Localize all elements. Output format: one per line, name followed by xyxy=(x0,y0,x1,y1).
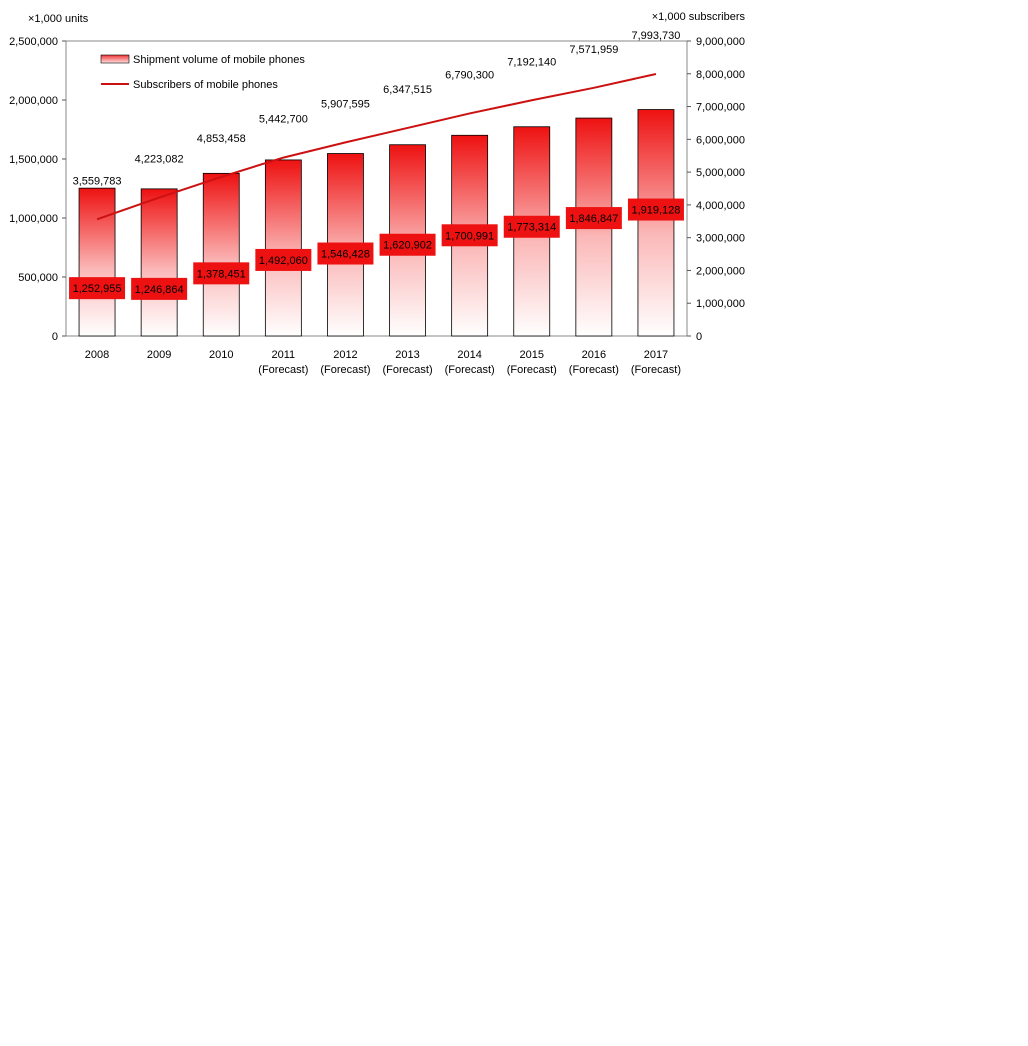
line-data-label: 6,347,515 xyxy=(383,84,432,96)
line-data-label: 4,853,458 xyxy=(197,133,246,145)
x-tick-label: 2016 xyxy=(582,349,606,361)
bar-data-label: 1,700,991 xyxy=(445,230,494,242)
bar-data-label: 1,546,428 xyxy=(321,249,370,261)
bar-data-label-box xyxy=(193,262,250,285)
bar xyxy=(140,188,178,337)
bar-data-label: 1,620,902 xyxy=(383,240,432,252)
bar-data-label-box xyxy=(69,277,126,300)
bar-data-label: 1,919,128 xyxy=(631,205,680,217)
bar-data-label: 1,846,847 xyxy=(569,213,618,225)
bar-data-label-box xyxy=(441,224,498,247)
bar-data-label-box xyxy=(131,277,188,300)
x-tick-sublabel: (Forecast) xyxy=(258,364,308,376)
line-data-label: 7,993,730 xyxy=(631,30,680,42)
bar-data-label: 1,252,955 xyxy=(73,283,122,295)
x-tick-label: 2013 xyxy=(395,349,419,361)
bar-data-label-box xyxy=(503,215,560,238)
x-tick-label: 2015 xyxy=(520,349,544,361)
x-tick-label: 2009 xyxy=(147,349,171,361)
right-tick-label: 0 xyxy=(696,331,702,343)
right-tick-label: 6,000,000 xyxy=(696,134,745,146)
x-tick-sublabel: (Forecast) xyxy=(631,364,681,376)
bar-series: 1,252,955 1,246,864 1,378,451 1,492,060 1,54… xyxy=(69,109,684,337)
right-axis-unit: ×1,000 subscribers xyxy=(652,11,746,23)
x-tick-sublabel: (Forecast) xyxy=(569,364,619,376)
bar xyxy=(264,159,302,337)
bar-data-label: 1,246,864 xyxy=(135,284,184,296)
left-tick-label: 2,000,000 xyxy=(9,95,58,107)
bar-data-label: 1,773,314 xyxy=(507,222,556,234)
right-tick-label: 9,000,000 xyxy=(696,36,745,48)
legend-swatch-bar xyxy=(100,54,130,64)
right-tick-label: 3,000,000 xyxy=(696,233,745,245)
right-tick-label: 5,000,000 xyxy=(696,167,745,179)
x-tick-label: 2017 xyxy=(644,349,668,361)
legend-label-bar: Shipment volume of mobile phones xyxy=(133,54,305,66)
x-tick-label: 2010 xyxy=(209,349,233,361)
right-tick-label: 1,000,000 xyxy=(696,298,745,310)
line-data-label: 3,559,783 xyxy=(73,175,122,187)
x-tick-sublabel: (Forecast) xyxy=(507,364,557,376)
bar-data-label-box xyxy=(565,207,622,230)
x-tick-sublabel: (Forecast) xyxy=(445,364,495,376)
line-series: 3,559,783 4,223,082 4,853,458 5,442,700 5,90… xyxy=(73,30,680,221)
line-data-label: 5,907,595 xyxy=(321,98,370,110)
x-tick-label: 2011 xyxy=(272,349,296,361)
bar-data-label-box xyxy=(317,242,374,265)
bar-data-label-box xyxy=(255,248,312,271)
right-tick-label: 4,000,000 xyxy=(696,200,745,212)
legend: Shipment volume of mobile phones Subscri… xyxy=(100,54,305,91)
left-axis: 0 500,000 1,000,000 1,500,000 2,000,000 2,500… xyxy=(9,36,66,343)
bar-data-label-box xyxy=(627,198,684,221)
bar xyxy=(637,109,675,337)
x-tick-sublabel: (Forecast) xyxy=(382,364,432,376)
left-tick-label: 1,000,000 xyxy=(9,213,58,225)
x-tick-label: 2012 xyxy=(333,349,357,361)
left-tick-label: 1,500,000 xyxy=(9,154,58,166)
left-tick-label: 2,500,000 xyxy=(9,36,58,48)
x-tick-label: 2014 xyxy=(457,349,481,361)
x-axis: 2008 2009 2010 2011 (Forecast) 2012 (Forecast)… xyxy=(85,349,681,376)
bar xyxy=(202,172,240,337)
line-data-label: 6,790,300 xyxy=(445,69,494,81)
line-data-label: 5,442,700 xyxy=(259,114,308,126)
right-axis: 0 1,000,000 2,000,000 3,000,000 4,000,000 5,0… xyxy=(687,36,745,343)
left-tick-label: 0 xyxy=(52,331,58,343)
bar xyxy=(78,187,116,337)
right-tick-label: 7,000,000 xyxy=(696,102,745,114)
subscriber-line xyxy=(96,73,657,221)
left-axis-unit: ×1,000 units xyxy=(28,13,89,25)
line-data-label: 7,192,140 xyxy=(507,56,556,68)
line-data-label: 7,571,959 xyxy=(569,44,618,56)
right-tick-label: 8,000,000 xyxy=(696,69,745,81)
line-data-label: 4,223,082 xyxy=(135,154,184,166)
bar-data-label: 1,492,060 xyxy=(259,255,308,267)
bar-data-label: 1,378,451 xyxy=(197,268,246,280)
right-tick-label: 2,000,000 xyxy=(696,265,745,277)
legend-label-line: Subscribers of mobile phones xyxy=(133,79,278,91)
left-tick-label: 500,000 xyxy=(18,272,58,284)
plot-frame xyxy=(65,40,688,337)
x-tick-label: 2008 xyxy=(85,349,109,361)
bar-data-label-box xyxy=(379,233,436,256)
x-tick-sublabel: (Forecast) xyxy=(320,364,370,376)
